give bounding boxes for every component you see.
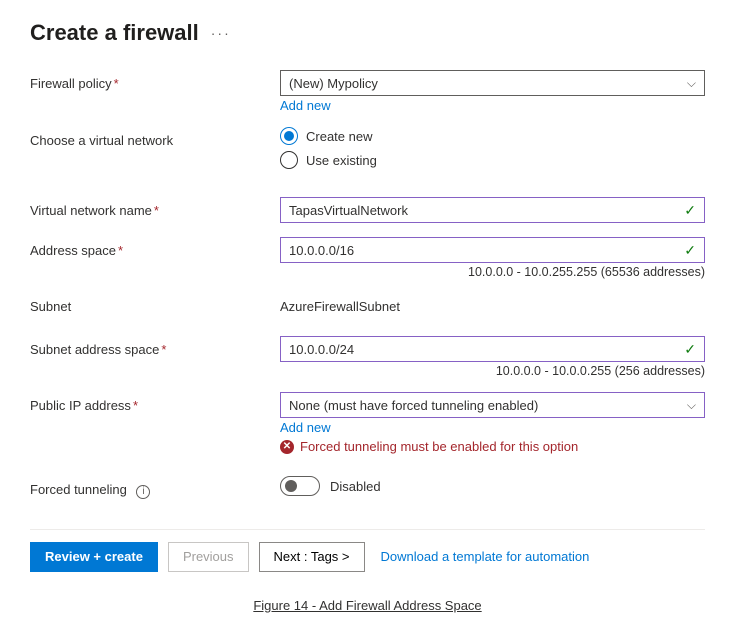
previous-button[interactable]: Previous — [168, 542, 249, 572]
check-icon: ✓ — [684, 341, 696, 358]
address-space-label: Address space* — [30, 237, 280, 258]
review-create-button[interactable]: Review + create — [30, 542, 158, 572]
page-title: Create a firewall — [30, 20, 199, 46]
subnet-address-space-input[interactable]: 10.0.0.0/24 ✓ — [280, 336, 705, 362]
firewall-policy-add-new-link[interactable]: Add new — [280, 98, 331, 113]
public-ip-select[interactable]: None (must have forced tunneling enabled… — [280, 392, 705, 418]
forced-tunneling-toggle[interactable] — [280, 476, 320, 496]
next-tags-button[interactable]: Next : Tags > — [259, 542, 365, 572]
subnet-address-space-label: Subnet address space* — [30, 336, 280, 357]
forced-tunneling-label: Forced tunneling i — [30, 476, 280, 499]
vnet-create-new-radio[interactable]: Create new — [280, 127, 705, 145]
toggle-knob-icon — [285, 480, 297, 492]
chevron-down-icon: ⌵ — [687, 76, 696, 91]
public-ip-label: Public IP address* — [30, 392, 280, 413]
forced-tunneling-state: Disabled — [330, 479, 381, 494]
subnet-label: Subnet — [30, 293, 280, 314]
chevron-down-icon: ⌵ — [687, 398, 696, 413]
download-template-link[interactable]: Download a template for automation — [381, 549, 590, 564]
address-space-input[interactable]: 10.0.0.0/16 ✓ — [280, 237, 705, 263]
firewall-policy-select[interactable]: (New) Mypolicy ⌵ — [280, 70, 705, 96]
radio-selected-icon — [280, 127, 298, 145]
vnet-name-label: Virtual network name* — [30, 197, 280, 218]
firewall-policy-label: Firewall policy* — [30, 70, 280, 91]
public-ip-add-new-link[interactable]: Add new — [280, 420, 331, 435]
check-icon: ✓ — [684, 242, 696, 259]
info-icon[interactable]: i — [136, 485, 150, 499]
vnet-use-existing-radio[interactable]: Use existing — [280, 151, 705, 169]
figure-caption: Figure 14 - Add Firewall Address Space — [30, 598, 705, 613]
address-space-hint: 10.0.0.0 - 10.0.255.255 (65536 addresses… — [280, 265, 705, 279]
subnet-value: AzureFirewallSubnet — [280, 293, 705, 314]
public-ip-error: ✕ Forced tunneling must be enabled for t… — [280, 439, 705, 454]
check-icon: ✓ — [684, 202, 696, 219]
choose-vnet-label: Choose a virtual network — [30, 127, 280, 148]
more-icon[interactable]: ··· — [211, 25, 231, 41]
subnet-address-space-hint: 10.0.0.0 - 10.0.0.255 (256 addresses) — [280, 364, 705, 378]
error-icon: ✕ — [280, 440, 294, 454]
radio-unselected-icon — [280, 151, 298, 169]
vnet-name-input[interactable]: TapasVirtualNetwork ✓ — [280, 197, 705, 223]
